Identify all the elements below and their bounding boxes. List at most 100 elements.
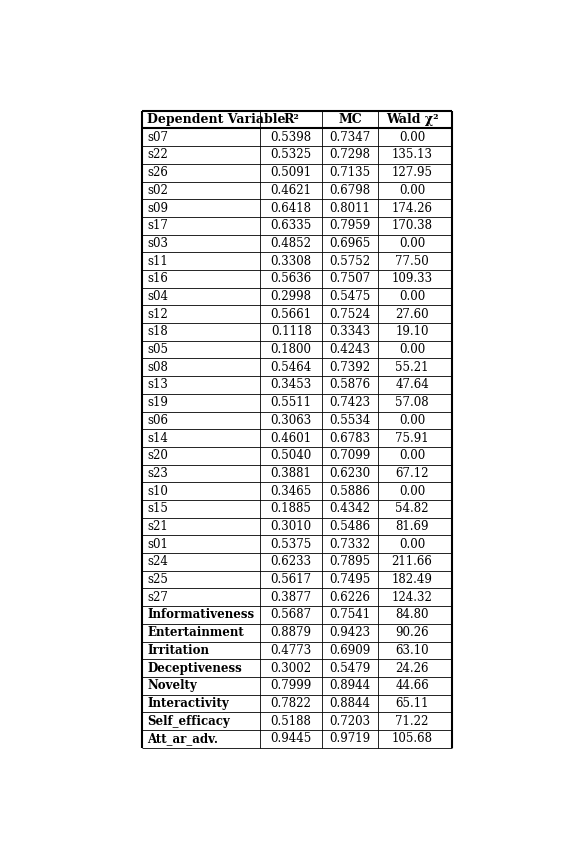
Text: 0.00: 0.00: [399, 184, 425, 197]
Text: 0.7135: 0.7135: [329, 166, 371, 180]
Text: 0.4342: 0.4342: [329, 502, 371, 515]
Text: 127.95: 127.95: [392, 166, 433, 180]
Text: 0.7524: 0.7524: [329, 307, 371, 321]
Text: 182.49: 182.49: [392, 573, 432, 586]
Text: 0.6226: 0.6226: [329, 590, 371, 604]
Text: 124.32: 124.32: [392, 590, 432, 604]
Text: 0.7822: 0.7822: [271, 697, 311, 710]
Text: 0.7099: 0.7099: [329, 449, 371, 462]
Text: s24: s24: [147, 556, 168, 568]
Text: 0.6909: 0.6909: [329, 644, 371, 657]
Text: s02: s02: [147, 184, 168, 197]
Text: s04: s04: [147, 290, 168, 303]
Text: 0.5752: 0.5752: [329, 255, 371, 268]
Text: 0.1800: 0.1800: [271, 343, 311, 356]
Text: 211.66: 211.66: [392, 556, 432, 568]
Text: 54.82: 54.82: [395, 502, 429, 515]
Text: s05: s05: [147, 343, 168, 356]
Text: 0.9423: 0.9423: [329, 626, 371, 639]
Text: 0.8879: 0.8879: [271, 626, 311, 639]
Text: 0.4852: 0.4852: [271, 237, 311, 250]
Text: 0.8944: 0.8944: [329, 679, 371, 692]
Text: 174.26: 174.26: [392, 202, 433, 214]
Text: 63.10: 63.10: [395, 644, 429, 657]
Text: 105.68: 105.68: [392, 733, 433, 745]
Text: 19.10: 19.10: [395, 325, 429, 339]
Text: 0.7495: 0.7495: [329, 573, 371, 586]
Text: 0.5636: 0.5636: [271, 273, 312, 285]
Text: 0.7959: 0.7959: [329, 219, 371, 232]
Text: s11: s11: [147, 255, 168, 268]
Text: s10: s10: [147, 484, 168, 498]
Text: 0.1885: 0.1885: [271, 502, 311, 515]
Text: 0.5398: 0.5398: [271, 130, 312, 144]
Text: Deceptiveness: Deceptiveness: [147, 662, 242, 674]
Text: 0.6965: 0.6965: [329, 237, 371, 250]
Text: 0.7347: 0.7347: [329, 130, 371, 144]
Text: 0.00: 0.00: [399, 290, 425, 303]
Text: 44.66: 44.66: [395, 679, 429, 692]
Text: 0.4243: 0.4243: [329, 343, 371, 356]
Text: 0.7203: 0.7203: [329, 715, 371, 728]
Text: 0.00: 0.00: [399, 414, 425, 427]
Text: Dependent Variable: Dependent Variable: [147, 113, 285, 126]
Text: 0.4621: 0.4621: [271, 184, 311, 197]
Text: Entertainment: Entertainment: [147, 626, 244, 639]
Text: 0.00: 0.00: [399, 343, 425, 356]
Text: 0.00: 0.00: [399, 484, 425, 498]
Text: 0.2998: 0.2998: [271, 290, 311, 303]
Text: Self_efficacy: Self_efficacy: [147, 715, 229, 728]
Text: s22: s22: [147, 148, 168, 162]
Text: 0.3063: 0.3063: [271, 414, 312, 427]
Text: 0.8844: 0.8844: [329, 697, 371, 710]
Text: s15: s15: [147, 502, 168, 515]
Text: 0.6798: 0.6798: [329, 184, 371, 197]
Text: 24.26: 24.26: [395, 662, 429, 674]
Text: 0.3453: 0.3453: [271, 379, 312, 391]
Text: 71.22: 71.22: [396, 715, 429, 728]
Text: s09: s09: [147, 202, 168, 214]
Text: 84.80: 84.80: [395, 608, 429, 622]
Text: 0.5479: 0.5479: [329, 662, 371, 674]
Text: Att_ar_adv.: Att_ar_adv.: [147, 733, 218, 745]
Text: 0.3877: 0.3877: [271, 590, 312, 604]
Text: 0.7541: 0.7541: [329, 608, 371, 622]
Text: s07: s07: [147, 130, 168, 144]
Text: 0.5486: 0.5486: [329, 520, 371, 533]
Text: 0.7332: 0.7332: [329, 538, 371, 551]
Text: 0.9719: 0.9719: [329, 733, 371, 745]
Text: Irritation: Irritation: [147, 644, 209, 657]
Text: Informativeness: Informativeness: [147, 608, 254, 622]
Text: 0.3343: 0.3343: [329, 325, 371, 339]
Text: 65.11: 65.11: [395, 697, 429, 710]
Text: 0.5661: 0.5661: [271, 307, 312, 321]
Text: 0.8011: 0.8011: [329, 202, 371, 214]
Text: 0.4773: 0.4773: [271, 644, 312, 657]
Text: 0.00: 0.00: [399, 130, 425, 144]
Text: 135.13: 135.13: [392, 148, 433, 162]
Text: 0.5534: 0.5534: [329, 414, 371, 427]
Text: 0.7999: 0.7999: [271, 679, 312, 692]
Text: 0.6233: 0.6233: [271, 556, 312, 568]
Text: 0.00: 0.00: [399, 237, 425, 250]
Text: s14: s14: [147, 431, 168, 445]
Text: 0.9445: 0.9445: [271, 733, 312, 745]
Text: s16: s16: [147, 273, 168, 285]
Text: s06: s06: [147, 414, 168, 427]
Text: s20: s20: [147, 449, 168, 462]
Text: 0.3881: 0.3881: [271, 467, 311, 480]
Text: R²: R²: [284, 113, 299, 126]
Text: 0.4601: 0.4601: [271, 431, 312, 445]
Text: 0.6783: 0.6783: [329, 431, 371, 445]
Text: 75.91: 75.91: [395, 431, 429, 445]
Text: 0.5464: 0.5464: [271, 361, 312, 374]
Text: 47.64: 47.64: [395, 379, 429, 391]
Text: 0.3308: 0.3308: [271, 255, 312, 268]
Text: 0.7423: 0.7423: [329, 396, 371, 409]
Text: 0.00: 0.00: [399, 538, 425, 551]
Text: 57.08: 57.08: [395, 396, 429, 409]
Text: s12: s12: [147, 307, 168, 321]
Text: 0.5040: 0.5040: [271, 449, 312, 462]
Text: 81.69: 81.69: [395, 520, 429, 533]
Text: 0.7392: 0.7392: [329, 361, 371, 374]
